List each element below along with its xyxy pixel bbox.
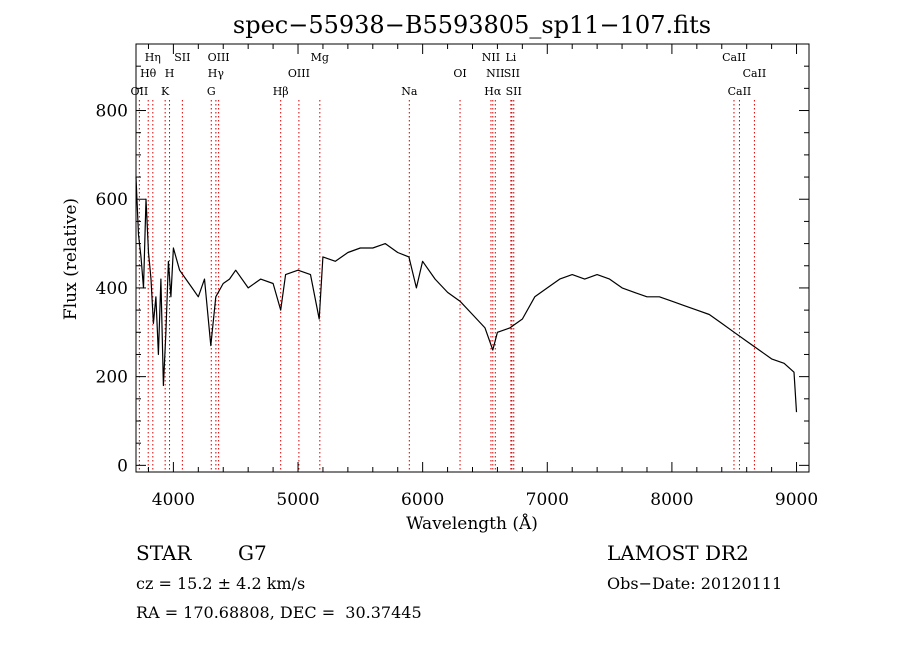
spectral-line-label: CaII — [728, 85, 752, 98]
spectral-line-label: OI — [453, 67, 466, 80]
x-axis-label: Wavelength (Å) — [406, 513, 538, 534]
spectral-line-label: Hγ — [208, 67, 225, 80]
plot-frame — [135, 43, 810, 473]
x-tick-label: 9000 — [775, 490, 818, 510]
spectral-line-label: SII — [506, 85, 522, 98]
spectrum-series — [135, 177, 798, 413]
object-subclass: G7 — [238, 541, 267, 565]
spectral-line-label: Hθ — [140, 67, 157, 80]
y-tick-label: 0 — [117, 456, 128, 476]
object-class: STAR — [136, 541, 192, 565]
y-tick-label: 400 — [96, 279, 128, 299]
spectral-line-label: Na — [401, 85, 418, 98]
spectral-line-label: NII — [486, 67, 504, 80]
redshift-value: cz = 15.2 ± 4.2 km/s — [136, 574, 306, 593]
x-tick-label: 5000 — [276, 490, 319, 510]
spectral-line-label: OIII — [288, 67, 310, 80]
x-tick-label: 4000 — [152, 490, 195, 510]
spectral-line-label: SII — [174, 51, 190, 64]
y-tick-label: 600 — [96, 190, 128, 210]
spectral-line-markers: OIIHθHηKHSIIGHγOIIIHβOIIIMgNaOINIIHαNIIL… — [131, 51, 767, 472]
x-tick-label: 8000 — [650, 490, 693, 510]
chart-title: spec−55938−B5593805_sp11−107.fits — [233, 11, 711, 39]
spectral-line-label: H — [165, 67, 175, 80]
observation-date: Obs−Date: 20120111 — [607, 574, 783, 593]
spectral-line-label: Hβ — [273, 85, 289, 98]
spectral-line-label: NII — [482, 51, 500, 64]
spectral-line-label: OIII — [208, 51, 230, 64]
spectral-line-label: Li — [505, 51, 516, 64]
x-tick-label: 6000 — [401, 490, 444, 510]
spectral-line-label: SII — [504, 67, 520, 80]
survey-name: LAMOST DR2 — [607, 541, 749, 565]
spectral-line-label: CaII — [743, 67, 767, 80]
spectrum-chart: spec−55938−B5593805_sp11−107.fits Wavele… — [61, 11, 818, 534]
axis-ticks: 4000 5000 6000 7000 8000 9000 0 200 400 600 800 — [96, 44, 818, 510]
spectral-line-label: CaII — [722, 51, 746, 64]
spectral-line-label: G — [207, 85, 216, 98]
y-tick-label: 200 — [96, 368, 128, 388]
spectral-line-label: K — [161, 85, 170, 98]
x-tick-label: 7000 — [526, 490, 569, 510]
y-tick-label: 800 — [96, 102, 128, 122]
coordinates: RA = 170.68808, DEC = 30.37445 — [136, 603, 422, 622]
spectrum-line — [135, 177, 798, 413]
spectral-line-label: Hα — [484, 85, 502, 98]
spectral-line-label: Mg — [311, 51, 329, 64]
y-axis-label: Flux (relative) — [61, 198, 81, 320]
spectral-line-label: Hη — [145, 51, 161, 64]
spectral-line-label: OII — [131, 85, 149, 98]
